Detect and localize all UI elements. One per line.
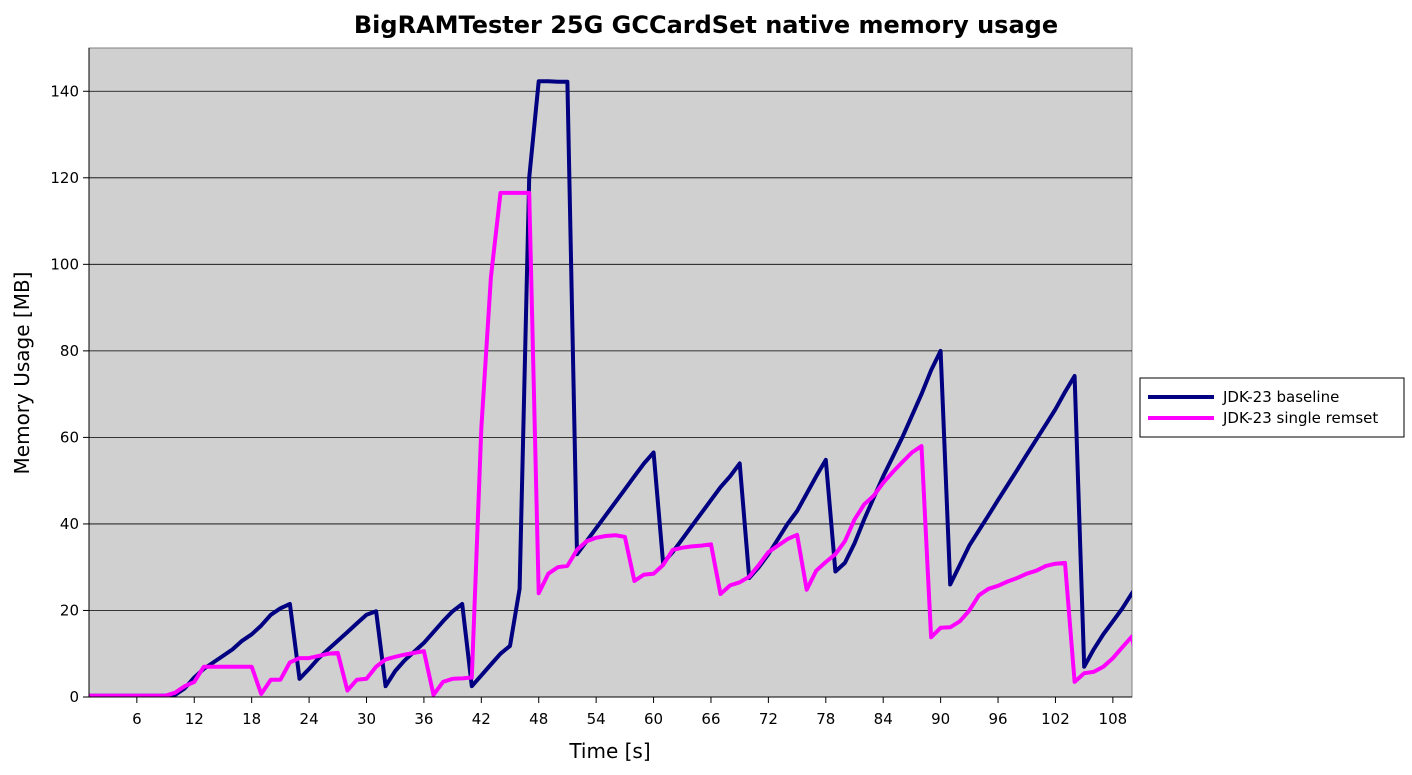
x-tick-label: 66: [701, 710, 720, 728]
series-line-2: [89, 190, 1132, 697]
gridlines: [89, 90, 1132, 611]
x-tick-label: 108: [1099, 710, 1128, 728]
y-tick-label: 20: [60, 601, 79, 619]
y-tick-label: 60: [60, 428, 79, 446]
x-tick-label: 30: [357, 710, 376, 728]
x-tick-label: 102: [1041, 710, 1070, 728]
x-tick-label: 84: [874, 710, 893, 728]
chart-title: BigRAMTester 25G GCCardSet native memory…: [354, 11, 1058, 39]
x-tick-label: 72: [759, 710, 778, 728]
x-tick-label: 48: [529, 710, 548, 728]
x-tick-label: 90: [931, 710, 950, 728]
x-tick-label: 42: [472, 710, 491, 728]
x-tick-label: 78: [816, 710, 835, 728]
x-tick-label: 6: [132, 710, 142, 728]
series-lines: [89, 79, 1132, 697]
y-axis-label: Memory Usage [MB]: [10, 272, 34, 475]
y-tick-label: 140: [50, 82, 79, 100]
y-tick-label: 40: [60, 515, 79, 533]
y-tick-label: 80: [60, 342, 79, 360]
x-tick-label: 54: [587, 710, 606, 728]
y-tick-label: 120: [50, 169, 79, 187]
x-tick-label: 12: [185, 710, 204, 728]
y-axis-ticks: 0 20 40 60 80 100 120 140: [50, 82, 89, 706]
x-axis-label: Time [s]: [568, 739, 650, 763]
legend-label-2: JDK-23 single remset: [1222, 409, 1378, 427]
plot-area: [88, 47, 1133, 698]
x-tick-label: 60: [644, 710, 663, 728]
x-tick-label: 96: [988, 710, 1007, 728]
x-tick-label: 36: [414, 710, 433, 728]
legend-box: [1139, 377, 1405, 438]
legend-label-1: JDK-23 baseline: [1222, 388, 1339, 406]
y-tick-label: 0: [69, 688, 79, 706]
x-tick-label: 24: [300, 710, 319, 728]
x-tick-label: 18: [242, 710, 261, 728]
x-axis-ticks: 6 12 18 24 30 36 42 48 54 60 66 72 78 84 90 96 102 108: [132, 697, 1127, 728]
y-tick-label: 100: [50, 255, 79, 273]
legend: JDK-23 baseline JDK-23 single remset: [1139, 377, 1405, 438]
